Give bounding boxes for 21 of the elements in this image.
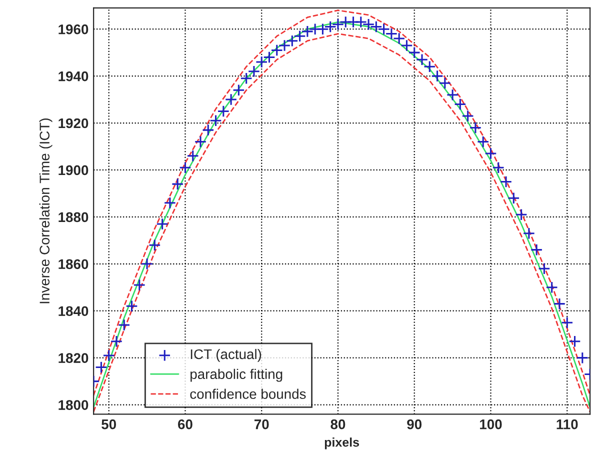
y-tick-label: 1880	[58, 212, 88, 222]
y-tick-label: 1800	[58, 400, 88, 410]
y-tick-label: 1840	[58, 306, 88, 316]
y-tick-label: 1960	[58, 24, 88, 34]
y-tick-label: 1920	[58, 118, 88, 128]
y-tick-label: 1860	[58, 259, 88, 270]
y-tick-label: 1820	[58, 353, 88, 363]
x-tick-label: 80	[330, 419, 346, 430]
x-axis-title: pixels	[324, 438, 360, 450]
legend-label: confidence bounds	[190, 388, 306, 399]
x-tick-label: 50	[102, 419, 116, 430]
legend-label: ICT (actual)	[190, 348, 262, 362]
x-tick-label: 100	[480, 419, 502, 430]
y-axis-title: Inverse Correlation Time (ICT)	[39, 118, 52, 304]
x-tick-label: 110	[556, 419, 578, 430]
x-tick-label: 70	[254, 419, 269, 430]
x-tick-label: 60	[178, 419, 192, 430]
legend-label: parabolic fitting	[190, 368, 282, 382]
y-tick-label: 1940	[58, 71, 88, 82]
y-tick-label: 1900	[58, 165, 88, 176]
x-tick-label: 90	[407, 419, 422, 430]
